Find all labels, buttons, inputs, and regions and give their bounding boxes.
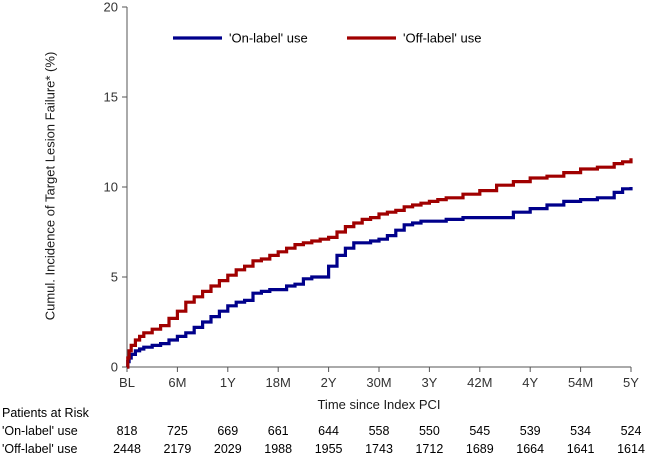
x-tick-label: 1Y — [220, 375, 236, 390]
risk-cell: 1641 — [566, 442, 595, 456]
legend: 'On-label' use 'Off-label' use — [173, 31, 481, 46]
x-tick-label: 4Y — [522, 375, 538, 390]
risk-cell: 524 — [620, 424, 642, 438]
x-axis-title: Time since Index PCI — [317, 397, 440, 412]
risk-cell: 1955 — [314, 442, 343, 456]
risk-cell: 1743 — [365, 442, 393, 456]
risk-cell: 2179 — [163, 442, 192, 456]
x-tick-label: 5Y — [623, 375, 639, 390]
risk-cell: 2029 — [213, 442, 242, 456]
y-tick-label: 20 — [104, 0, 118, 15]
x-tick-label: 3Y — [421, 375, 437, 390]
risk-cell: 1614 — [617, 442, 645, 456]
y-tick-label: 0 — [111, 360, 118, 375]
x-tick-label: 18M — [266, 375, 291, 390]
x-tick-label: 54M — [568, 375, 593, 390]
risk-cell: 539 — [519, 424, 541, 438]
y-axis-title: Cumul. Incidence of Target Lesion Failur… — [42, 51, 58, 321]
series-lines — [126, 158, 633, 369]
risk-cell: 1689 — [465, 442, 494, 456]
x-tick-label: 6M — [168, 375, 186, 390]
x-tick-label: 2Y — [321, 375, 337, 390]
y-tick-label: 10 — [104, 180, 118, 195]
risk-cell: 534 — [570, 424, 592, 438]
series-line-on-label — [126, 187, 633, 369]
x-tick-label: BL — [119, 375, 135, 390]
risk-cell: 1712 — [415, 442, 444, 456]
x-tick-label: 42M — [467, 375, 492, 390]
risk-table-title: Patients at Risk — [2, 406, 89, 420]
risk-cell: 550 — [418, 424, 440, 438]
risk-cell: 2448 — [113, 442, 141, 456]
y-tick-label: 5 — [111, 270, 118, 285]
risk-cell: 661 — [267, 424, 289, 438]
risk-row-label: 'On-label' use — [2, 424, 78, 438]
risk-row-label: 'Off-label' use — [2, 442, 78, 456]
axes: 0 5 10 15 20 BL 6M 1Y 18M 2Y 30M 3Y 42M 4Y 54M 5Y Time s… — [104, 0, 640, 412]
risk-cell: 644 — [318, 424, 340, 438]
risk-cell: 558 — [368, 424, 390, 438]
risk-cell: 818 — [116, 424, 138, 438]
y-tick-label: 15 — [104, 90, 118, 105]
risk-cell: 669 — [217, 424, 239, 438]
series-line-off-label — [126, 158, 633, 369]
risk-cell: 725 — [166, 424, 188, 438]
legend-label-off-label: 'Off-label' use — [403, 31, 481, 46]
risk-cell: 1988 — [264, 442, 293, 456]
x-tick-label: 30M — [366, 375, 391, 390]
risk-cell: 545 — [469, 424, 491, 438]
risk-cell: 1664 — [516, 442, 545, 456]
legend-label-on-label: 'On-label' use — [229, 31, 308, 46]
